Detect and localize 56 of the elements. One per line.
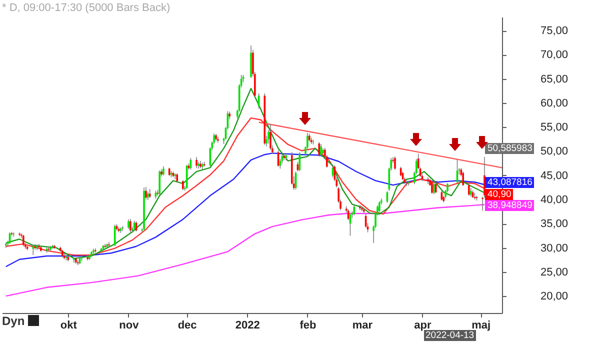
y-tick-label: 60,00 — [540, 97, 568, 110]
x-tick-label: mar — [352, 320, 374, 332]
y-tick-label: 20,00 — [540, 290, 568, 303]
candlestick — [162, 166, 164, 176]
y-tick-label: 25,00 — [540, 266, 568, 278]
x-tick-label: maj — [472, 320, 491, 332]
candlestick — [76, 260, 79, 266]
y-tick-label: 45,00 — [540, 170, 568, 182]
candlestick — [434, 182, 437, 194]
candlestick — [283, 152, 285, 160]
candlestick — [176, 173, 178, 184]
line-series — [5, 117, 486, 256]
data-label: 43,087816 — [485, 177, 534, 188]
candlestick — [394, 156, 396, 170]
candlestick — [378, 201, 380, 212]
candlestick — [270, 124, 272, 150]
candlestick — [73, 257, 75, 264]
y-tick-label: 65,00 — [540, 73, 568, 86]
candlestick — [462, 171, 464, 186]
data-label: 38,948849 — [485, 200, 534, 212]
annotation: 50,585983 — [485, 143, 534, 154]
candlestick — [468, 182, 470, 196]
candlestick — [22, 234, 24, 247]
candlestick — [318, 142, 320, 157]
candlestick — [122, 226, 124, 232]
annotation: 40,90 — [485, 188, 514, 200]
candlestick — [4, 242, 7, 248]
y-tick-label: 55,00 — [540, 122, 568, 134]
candlestick — [130, 218, 132, 233]
y-tick-label: 70,00 — [540, 49, 568, 62]
y-tick-label: 75,00 — [540, 25, 568, 38]
text: 2022-04-13 — [424, 330, 476, 341]
candlestick — [128, 218, 130, 230]
chart-title: * D, 09:00-17:30 (5000 Bars Back) — [2, 2, 170, 14]
candlestick — [196, 156, 198, 169]
candlestick — [38, 244, 40, 250]
y-tick-label: 50,00 — [540, 146, 568, 158]
x-tick-label: 2022 — [235, 320, 260, 332]
line-series — [5, 88, 486, 260]
x-tick-label: feb — [300, 320, 316, 332]
y-tick-label: 35,00 — [540, 218, 568, 230]
candlestick — [431, 180, 433, 194]
text: Dyn — [2, 314, 25, 328]
candlestick — [158, 170, 160, 196]
x-tick-label: apr — [414, 320, 432, 332]
x-tick-label: dec — [178, 320, 197, 332]
candlestick — [320, 144, 322, 156]
y-tick-label: 40,00 — [540, 194, 568, 206]
x-tick-label: okt — [60, 320, 78, 332]
candlestick — [353, 204, 356, 216]
candlestick — [433, 182, 435, 195]
y-tick-label: 30,00 — [540, 242, 568, 254]
candlestick — [148, 188, 151, 198]
x-tick-label: nov — [119, 320, 140, 332]
candlestick — [182, 180, 184, 191]
candlestick — [408, 180, 410, 186]
